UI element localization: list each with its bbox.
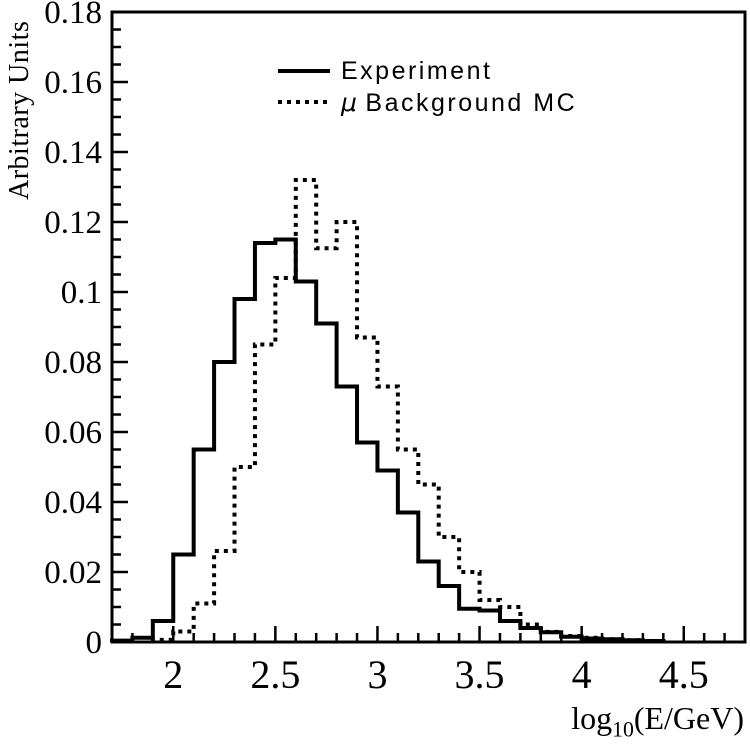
legend-solid-line-sample xyxy=(278,69,330,73)
x-tick-label: 4 xyxy=(572,652,592,697)
x-tick-label: 3.5 xyxy=(455,652,505,697)
x-axis-title-log: log xyxy=(571,700,613,736)
y-tick-label: 0.02 xyxy=(44,555,102,591)
mc-background-histogram-curve xyxy=(150,178,666,644)
y-tick-label: 0.12 xyxy=(44,205,102,241)
x-tick-label: 2.5 xyxy=(250,652,300,697)
x-tick-label: 4.5 xyxy=(659,652,709,697)
experiment-histogram-curve xyxy=(110,237,666,643)
y-tick-label: 0 xyxy=(86,625,103,661)
x-axis-title: log10(E/GeV) xyxy=(571,700,744,742)
y-tick-label: 0.08 xyxy=(44,345,102,381)
legend: Experiment μ Background MC xyxy=(0,0,750,130)
x-axis-title-subscript: 10 xyxy=(612,717,634,742)
y-tick-label: 0.06 xyxy=(44,415,102,451)
x-axis-title-units: (E/GeV) xyxy=(633,700,744,736)
y-tick-label: 0.16 xyxy=(44,65,102,101)
y-tick-label: 0.04 xyxy=(44,485,102,521)
legend-label-experiment: Experiment xyxy=(341,57,493,85)
y-tick-label: 0.14 xyxy=(44,135,102,171)
x-tick-label: 2 xyxy=(163,652,183,697)
x-tick-label: 3 xyxy=(367,652,387,697)
mu-symbol: μ xyxy=(341,88,360,117)
y-tick-label: 0.18 xyxy=(44,0,102,31)
legend-label-mc: μ Background MC xyxy=(341,88,577,118)
y-tick-label: 0.1 xyxy=(61,275,102,311)
legend-label-mc-text: Background MC xyxy=(365,89,578,117)
legend-dotted-line-sample xyxy=(278,100,330,104)
